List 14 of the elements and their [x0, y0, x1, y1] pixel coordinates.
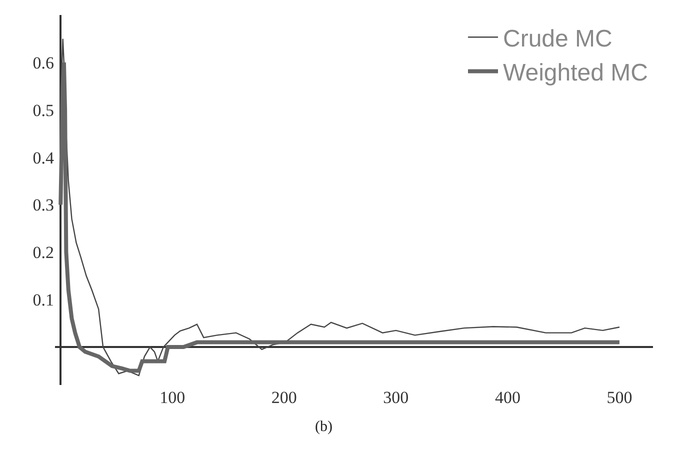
y-tick-label: 0.2 — [32, 243, 54, 262]
y-tick-label: 0.1 — [32, 290, 54, 310]
y-tick-label: 0.4 — [32, 148, 54, 168]
x-tick-label: 100 — [160, 388, 186, 407]
y-tick-label: 0.3 — [32, 196, 54, 215]
y-tick-label: 0.6 — [32, 53, 54, 72]
x-tick-label: 400 — [494, 388, 520, 407]
y-tick-label: 0.5 — [32, 100, 54, 120]
legend-label: Weighted MC — [503, 60, 648, 87]
text: (b) — [315, 419, 332, 435]
x-tick-label: 500 — [606, 388, 632, 407]
legend-label: Crude MC — [503, 25, 612, 52]
x-tick-label: 200 — [271, 388, 297, 407]
x-tick-label: 300 — [383, 388, 409, 407]
